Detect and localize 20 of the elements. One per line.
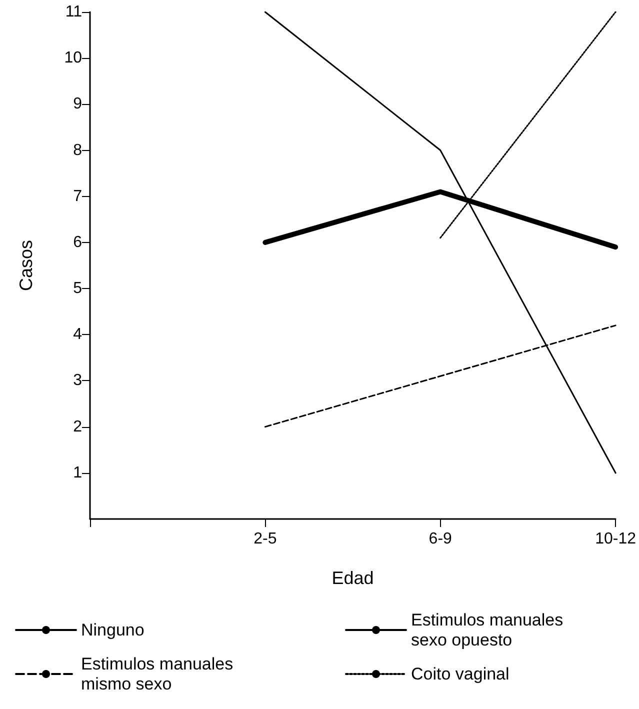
legend-label: Coito vaginal xyxy=(411,664,510,684)
legend-label: Estimulos manuales sexo opuesto xyxy=(411,610,564,650)
y-tick-label: 2 xyxy=(73,418,82,436)
y-axis-title: Casos xyxy=(16,240,36,292)
x-tick-label: 10-12 xyxy=(595,530,636,548)
legend-label: Estimulos manuales mismo sexo xyxy=(81,654,234,694)
y-tick-label: 8 xyxy=(73,142,82,159)
y-tick-label: 5 xyxy=(73,280,82,298)
y-tick-label: 7 xyxy=(73,188,82,205)
y-tick-label: 1 xyxy=(73,464,82,482)
legend-label: Ninguno xyxy=(81,620,144,640)
x-axis-title: Edad xyxy=(332,568,374,588)
x-tick-label: 6-9 xyxy=(428,530,452,548)
y-tick-label: 10 xyxy=(64,50,82,67)
x-tick-label: 2-5 xyxy=(254,530,277,548)
y-tick-label: 9 xyxy=(73,96,82,113)
y-tick-label: 6 xyxy=(73,234,82,251)
y-tick-label: 11 xyxy=(65,4,82,20)
y-tick-label: 3 xyxy=(73,372,82,390)
y-tick-label: 4 xyxy=(73,326,82,344)
